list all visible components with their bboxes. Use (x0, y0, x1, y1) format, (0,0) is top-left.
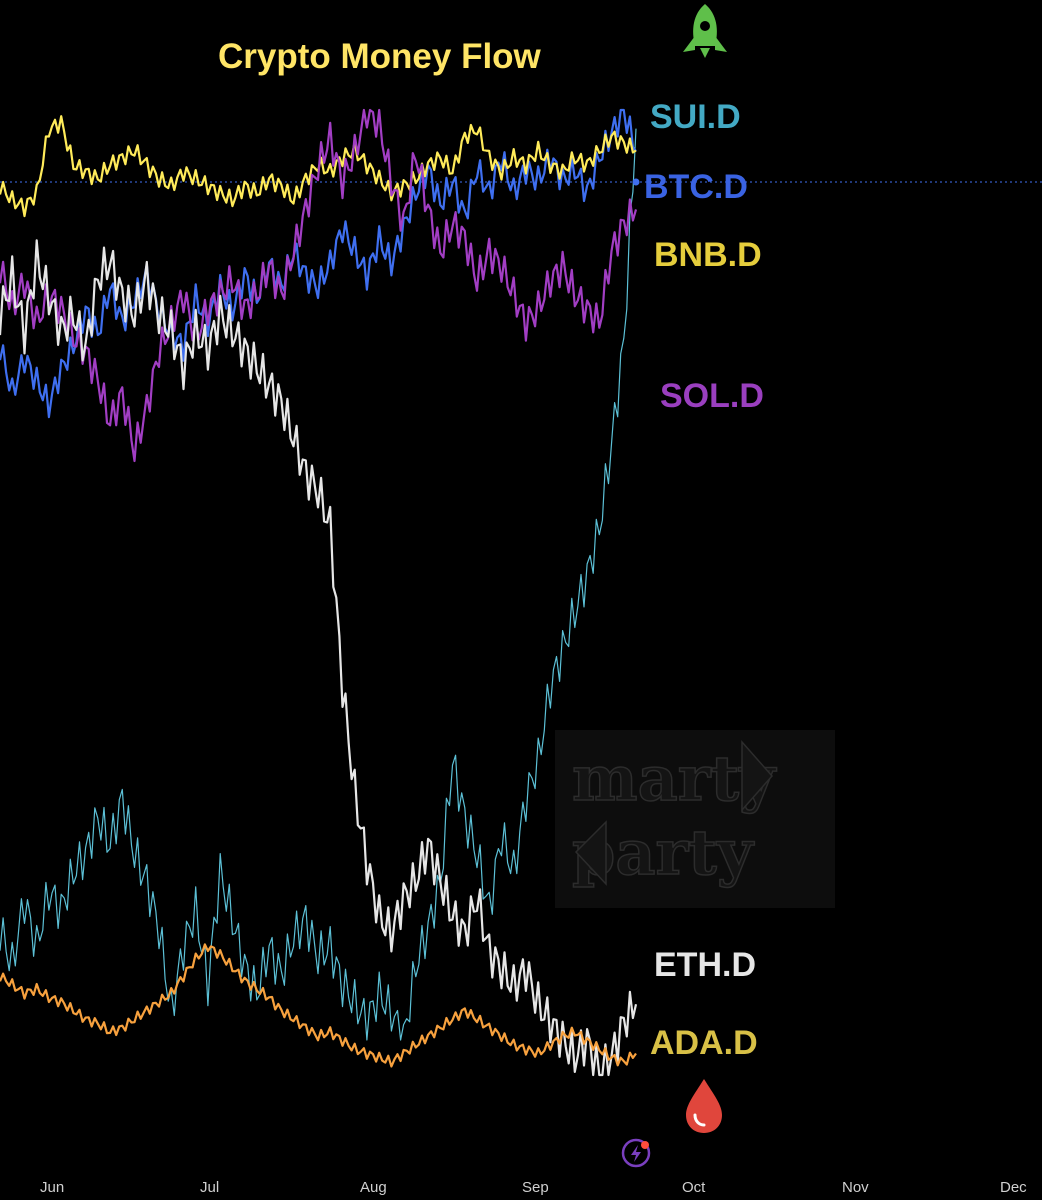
series-lines (0, 108, 638, 1077)
series-line-sol-d (0, 108, 638, 463)
lightning-replay-icon[interactable] (621, 1138, 651, 1168)
x-tick-label: Jun (40, 1179, 64, 1196)
blood-drop-icon (686, 1079, 722, 1133)
x-tick-label: Nov (842, 1179, 869, 1196)
btc-crosshair-dot (632, 178, 640, 186)
label-ada: ADA.D (650, 1024, 758, 1062)
label-sui: SUI.D (650, 98, 741, 136)
series-line-ada-d (0, 943, 637, 1068)
label-eth: ETH.D (654, 946, 756, 984)
label-sol: SOL.D (660, 377, 764, 415)
series-line-btc-d (0, 108, 637, 419)
label-btc: BTC.D (644, 168, 748, 206)
x-axis: Jun Jul Aug Sep Oct Nov Dec (40, 1179, 1027, 1196)
x-tick-label: Sep (522, 1179, 549, 1196)
x-tick-label: Aug (360, 1179, 387, 1196)
x-tick-label: Jul (200, 1179, 219, 1196)
rocket-icon (683, 4, 727, 58)
watermark-logo: marty party (555, 730, 835, 908)
chart-title: Crypto Money Flow (218, 37, 542, 76)
series-line-bnb-d (0, 115, 637, 218)
series-line-eth-d (0, 239, 638, 1077)
label-bnb: BNB.D (654, 236, 762, 274)
series-line-sui-d (0, 128, 637, 1041)
x-tick-label: Oct (682, 1179, 706, 1196)
x-tick-label: Dec (1000, 1179, 1027, 1196)
